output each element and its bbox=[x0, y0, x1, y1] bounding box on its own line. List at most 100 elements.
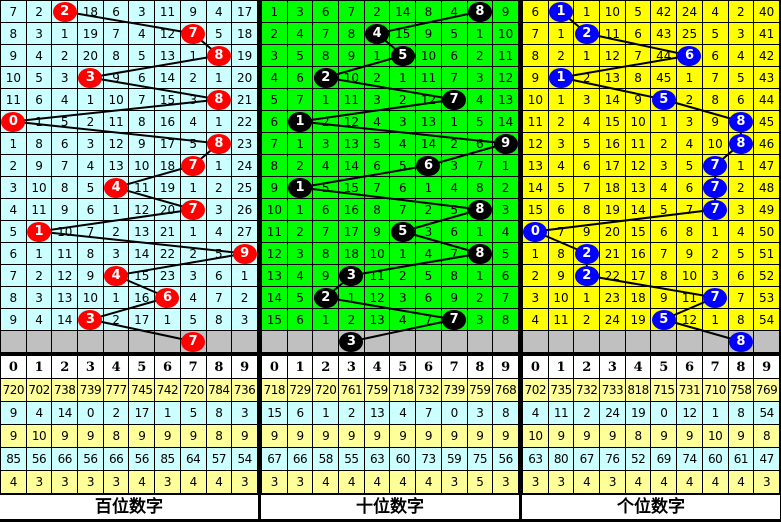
grid-cell: 18 bbox=[624, 286, 652, 309]
grid-cell: 2 bbox=[389, 88, 417, 111]
stats-cell: 58 bbox=[312, 447, 340, 471]
grid-cell: 1 bbox=[573, 0, 601, 23]
digit-header: 9 bbox=[753, 355, 780, 379]
stats-cell: 66 bbox=[51, 447, 79, 471]
grid-cell: 3 bbox=[415, 220, 442, 243]
digit-header: 8 bbox=[205, 355, 233, 379]
grid-cell: 3 bbox=[650, 154, 678, 177]
grid-cell: 24 bbox=[231, 154, 258, 177]
grid-cell: 50 bbox=[753, 220, 780, 243]
grid-cell: 1 bbox=[312, 308, 340, 331]
draw-ball: 8 bbox=[728, 133, 753, 154]
grid-cell: 1 bbox=[466, 264, 494, 287]
grid-cell bbox=[389, 330, 417, 353]
grid-cell: 11 bbox=[547, 308, 575, 331]
stats-cell: 4 bbox=[727, 470, 755, 494]
grid-cell: 6 bbox=[466, 132, 494, 155]
grid-cell: 1 bbox=[650, 110, 678, 133]
grid-cell: 3 bbox=[77, 132, 104, 155]
panel-title: 个位数字 bbox=[522, 495, 780, 519]
grid-cell: 9 bbox=[25, 154, 53, 177]
stats-cell: 9 bbox=[466, 424, 494, 448]
stats-cell: 0 bbox=[650, 401, 678, 425]
grid-cell: 10 bbox=[338, 66, 365, 89]
grid-cell: 1 bbox=[338, 286, 365, 309]
grid-cell: 8 bbox=[676, 220, 703, 243]
stats-cell: 3 bbox=[154, 470, 181, 494]
grid-cell: 7 bbox=[338, 0, 365, 23]
grid-cell: 1 bbox=[547, 22, 575, 45]
grid-cell: 9 bbox=[51, 198, 79, 221]
stats-cell: 54 bbox=[753, 401, 780, 425]
grid-cell: 5 bbox=[25, 66, 53, 89]
grid-cell: 23 bbox=[599, 286, 626, 309]
stats-cell: 15 bbox=[261, 401, 288, 425]
grid-cell: 15 bbox=[389, 22, 417, 45]
grid-cell: 1 bbox=[676, 66, 703, 89]
stats-cell: 742 bbox=[154, 378, 181, 402]
stats-cell: 5 bbox=[179, 401, 207, 425]
grid-row: 2 9 22 17 8 10 3 6 52 bbox=[522, 264, 780, 287]
grid-cell: 3 bbox=[363, 88, 391, 111]
units-grid: 6 1 10 5 42 24 4 2 40 7 1 11 6 43 25 5 3 41 8 2 1 12 7 44 6 4 42 9 2… bbox=[522, 0, 780, 353]
grid-cell: 13 bbox=[128, 220, 156, 243]
grid-cell: 8 bbox=[312, 242, 340, 265]
grid-cell: 10 bbox=[363, 242, 391, 265]
grid-cell: 4 bbox=[440, 176, 468, 199]
stats-cell: 60 bbox=[389, 447, 417, 471]
grid-row: 13 4 9 11 2 5 8 1 6 bbox=[261, 264, 519, 287]
stats-cell: 9 bbox=[312, 424, 340, 448]
draw-ball: 0 bbox=[523, 221, 548, 242]
grid-cell: 12 bbox=[51, 264, 79, 287]
stats-cell: 9 bbox=[51, 424, 79, 448]
grid-cell: 18 bbox=[338, 242, 365, 265]
grid-cell: 5 bbox=[440, 22, 468, 45]
grid-cell: 8 bbox=[102, 44, 130, 67]
grid-cell: 5 bbox=[650, 198, 678, 221]
grid-row: 14 5 1 12 3 6 9 2 7 bbox=[261, 286, 519, 309]
digit-header: 2 bbox=[51, 355, 79, 379]
grid-cell: 12 bbox=[363, 286, 391, 309]
draw-ball: 2 bbox=[313, 67, 338, 88]
grid-cell: 4 bbox=[573, 110, 601, 133]
draw-ball: 7 bbox=[181, 155, 206, 176]
stats-cell: 8 bbox=[492, 401, 519, 425]
grid-cell bbox=[51, 330, 79, 353]
grid-cell: 25 bbox=[231, 176, 258, 199]
stats-cell: 6 bbox=[286, 401, 314, 425]
grid-cell: 2 bbox=[492, 176, 519, 199]
grid-cell: 7 bbox=[0, 0, 27, 23]
grid-cell: 2 bbox=[547, 44, 575, 67]
grid-cell: 9 bbox=[676, 242, 703, 265]
draw-ball: 2 bbox=[52, 1, 77, 22]
grid-cell: 17 bbox=[128, 308, 156, 331]
grid-cell: 8 bbox=[77, 242, 104, 265]
grid-cell: 2 bbox=[727, 0, 755, 23]
stats-cell: 4 bbox=[338, 470, 365, 494]
grid-cell: 1 bbox=[522, 242, 549, 265]
grid-cell: 2 bbox=[179, 66, 207, 89]
stats-row: 9 10 9 9 8 9 9 9 8 9 bbox=[0, 424, 258, 448]
grid-cell: 3 bbox=[179, 88, 207, 111]
grid-cell: 6 bbox=[440, 220, 468, 243]
grid-cell: 10 bbox=[102, 88, 130, 111]
digit-header: 1 bbox=[25, 355, 53, 379]
digit-header: 6 bbox=[415, 355, 442, 379]
grid-cell: 6 bbox=[522, 0, 549, 23]
grid-cell: 11 bbox=[415, 66, 442, 89]
grid-cell: 12 bbox=[102, 132, 130, 155]
stats-cell: 9 bbox=[415, 424, 442, 448]
grid-cell: 4 bbox=[179, 110, 207, 133]
grid-cell: 3 bbox=[676, 110, 703, 133]
grid-cell: 11 bbox=[102, 110, 130, 133]
grid-cell: 13 bbox=[51, 286, 79, 309]
stats-cell: 8 bbox=[205, 401, 233, 425]
divider bbox=[261, 353, 519, 355]
stats-cell: 758 bbox=[727, 378, 755, 402]
grid-cell: 7 bbox=[440, 66, 468, 89]
tens-stats-table: 0 1 2 3 4 5 6 7 8 9 718 729 720 761 759 718 732 739 759 768… bbox=[261, 355, 519, 494]
digit-header: 6 bbox=[154, 355, 181, 379]
draw-ball: 8 bbox=[467, 1, 492, 22]
grid-cell: 6 bbox=[312, 198, 340, 221]
grid-cell: 8 bbox=[205, 308, 233, 331]
